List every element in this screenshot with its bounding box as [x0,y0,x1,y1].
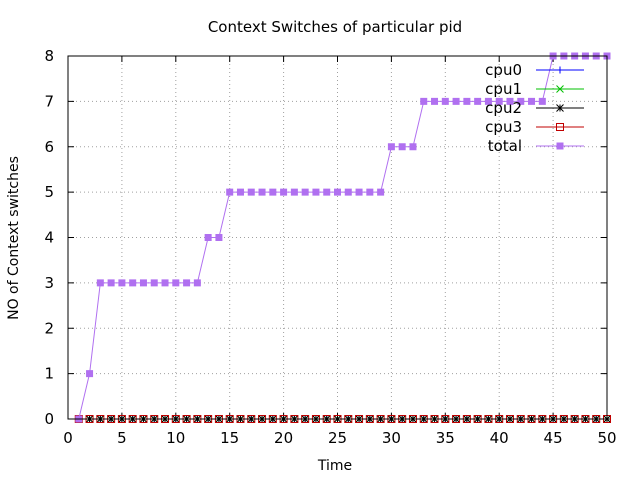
data-point-total [312,188,320,196]
data-point-total [387,143,395,151]
series-group [74,52,611,423]
data-point-total [118,279,126,287]
y-tick-label: 3 [44,274,54,292]
legend-label: cpu3 [485,118,522,136]
y-tick-label: 7 [44,92,54,110]
x-tick-label: 45 [544,429,563,447]
legend-swatch-marker [556,85,564,93]
data-point-total [431,97,439,105]
legend-swatch-marker [556,142,564,150]
series-line-total [78,55,607,420]
data-point-total [409,143,417,151]
data-point-total [161,279,169,287]
x-tick-label: 20 [274,429,293,447]
legend-entry-cpu0: cpu0 [485,61,584,79]
data-point-total [517,97,525,105]
data-point-total [452,97,460,105]
data-point-total [398,143,406,151]
x-tick-label: 15 [220,429,239,447]
legend-entry-total: total [488,137,584,155]
y-axis-label: NO of Context switches [6,156,22,320]
data-point-total [193,279,201,287]
data-point-total [484,97,492,105]
data-point-total [258,188,266,196]
y-tick-label: 1 [44,365,54,383]
x-tick-label: 40 [490,429,509,447]
data-point-total [183,279,191,287]
x-tick-label: 5 [117,429,127,447]
data-point-total [323,188,331,196]
x-tick-label: 30 [382,429,401,447]
series-total [75,52,611,423]
data-point-total [172,279,180,287]
y-tick-label: 8 [44,47,54,65]
data-point-total [538,97,546,105]
data-point-total [506,97,514,105]
data-point-total [377,188,385,196]
data-point-total [129,279,137,287]
x-tick-label: 50 [597,429,616,447]
y-tick-label: 0 [44,410,54,428]
gridlines [68,56,607,419]
x-tick-label: 25 [328,429,347,447]
x-tick-label: 0 [63,429,73,447]
data-point-total [420,97,428,105]
y-tick-label: 5 [44,183,54,201]
data-point-total [236,188,244,196]
data-point-total [215,234,223,241]
data-point-total [86,370,94,378]
data-point-total [150,279,158,287]
legend-label: cpu1 [485,80,522,98]
legend-swatch-marker [556,104,564,112]
legend-swatch-marker [556,66,564,74]
x-axis-label: Time [317,458,352,474]
data-point-total [269,188,277,196]
data-point-total [528,97,536,105]
data-point-total [139,279,147,287]
data-point-total [463,97,471,105]
data-point-total [247,188,255,196]
data-point-total [334,188,341,196]
x-tick-label: 35 [436,429,455,447]
legend-swatch-marker [556,123,564,131]
data-point-total [344,188,352,196]
data-point-total [301,188,309,196]
data-point-total [441,97,449,105]
data-point-total [280,188,288,196]
data-point-total [290,188,298,196]
y-tick-label: 6 [44,138,54,156]
y-tick-label: 4 [44,229,54,247]
data-point-total [204,234,212,241]
legend-entry-cpu2: cpu2 [485,99,584,117]
data-point-total [355,188,363,196]
legend-entry-cpu1: cpu1 [485,80,584,98]
legend-entry-cpu3: cpu3 [485,118,584,136]
legend-label: cpu0 [485,61,522,79]
legend-label: cpu2 [485,99,522,117]
chart-title: Context Switches of particular pid [208,18,462,36]
data-point-total [366,188,374,196]
data-point-total [495,97,503,105]
data-point-total [474,97,482,105]
data-point-total [226,188,234,196]
legend-label: total [488,137,522,155]
data-point-total [107,279,115,287]
plot-frame [67,55,608,420]
data-point-total [96,279,104,287]
y-tick-label: 2 [44,319,54,337]
x-tick-label: 10 [166,429,185,447]
